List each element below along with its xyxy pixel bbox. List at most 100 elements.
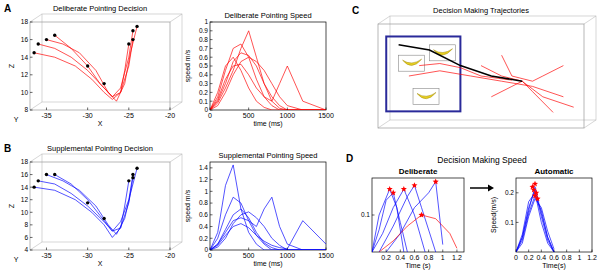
trace [516, 187, 554, 252]
depth-edge [30, 14, 42, 22]
y-tick-label: 0.1 [505, 219, 514, 226]
y-tick [210, 101, 213, 102]
x-tick-label: -35 [41, 112, 51, 119]
x-tick-label: -20 [165, 112, 175, 119]
trace [372, 189, 404, 252]
depth-edge [378, 120, 390, 128]
depth-frame [390, 16, 596, 120]
x-tick-label: 0.8 [424, 254, 434, 261]
y-label: speed m/s [184, 189, 192, 222]
plot-frame [210, 162, 326, 250]
x-tick [87, 108, 88, 111]
y-tick [210, 167, 213, 168]
y-tick [210, 214, 213, 215]
y-tick-label: 18 [21, 158, 29, 165]
trace [210, 44, 326, 110]
point [127, 42, 130, 45]
point [37, 42, 40, 45]
trace [379, 215, 457, 252]
x-tick-label: 500 [243, 252, 255, 259]
title: Supplemental Pointing Speed [219, 151, 318, 160]
x-tick [326, 248, 327, 251]
x-label: time (ms) [253, 120, 282, 128]
point [37, 179, 40, 182]
y-tick [210, 57, 213, 58]
point [532, 181, 538, 187]
x-tick [248, 108, 249, 111]
x-tick-label: 0.2 [381, 254, 391, 261]
plot-frame [30, 162, 170, 250]
depth-edge [170, 154, 182, 162]
trace [516, 199, 554, 252]
y-tick-label: 0.2 [199, 89, 208, 96]
point [135, 167, 138, 170]
y-tick [210, 74, 213, 75]
y-tick [210, 238, 213, 239]
depth-label: Y [14, 116, 19, 123]
y-tick-label: 0.1 [199, 98, 208, 105]
trace [372, 189, 425, 252]
depth-edge [30, 102, 42, 110]
data-group [516, 181, 554, 252]
y-tick [30, 110, 33, 111]
point [102, 217, 105, 220]
x-tick-label: -25 [124, 112, 134, 119]
data-group [210, 165, 326, 250]
x-tick-label: 1 [577, 254, 581, 261]
banana [403, 59, 422, 65]
x-tick-label: 0.6 [410, 254, 420, 261]
y-tick-label: 0.4 [199, 71, 208, 78]
x-tick-label: 1500 [318, 112, 334, 119]
y-tick [210, 83, 213, 84]
panel-letter: C [352, 5, 359, 16]
point [131, 29, 134, 32]
depth-edge [378, 16, 390, 24]
x-tick-label: -30 [83, 112, 93, 119]
data-group [399, 45, 574, 113]
y-tick [30, 162, 33, 163]
y-tick [516, 222, 519, 223]
panel: 00.20.40.60.811.20.10.2AutomaticTime(s)S… [490, 167, 597, 270]
y-tick-label: 16 [21, 171, 29, 178]
x-tick-label: 1.2 [452, 254, 462, 261]
depth-frame [42, 14, 182, 102]
y-tick [210, 250, 213, 251]
y-tick-label: 0.5 [199, 62, 208, 69]
y-tick [210, 226, 213, 227]
x-tick-label: 1500 [318, 252, 334, 259]
x-label: Time(s) [542, 262, 565, 270]
trace [386, 182, 443, 252]
point [387, 186, 393, 192]
y-tick [30, 22, 33, 23]
y-tick-label: 0.8 [199, 199, 208, 206]
y-tick-label: 0 [204, 106, 208, 113]
x-tick [170, 248, 171, 251]
y-label: Z [8, 63, 15, 68]
point [131, 173, 134, 176]
depth-edge [584, 120, 596, 128]
y-tick-label: 16 [21, 36, 29, 43]
point [45, 173, 48, 176]
x-tick [541, 250, 542, 253]
trace [210, 197, 326, 250]
depth-edge [30, 154, 42, 162]
point [433, 179, 439, 185]
banana-card [413, 88, 439, 104]
x-tick [210, 108, 211, 111]
x-tick-label: 1 [441, 254, 445, 261]
y-tick-label: 10 [21, 209, 29, 216]
y-tick [210, 110, 213, 111]
x-label: X [98, 260, 103, 267]
point [131, 38, 134, 41]
panel: 0.20.40.60.811.20.1DeliberateDecision Ma… [346, 153, 527, 270]
y-tick-label: 8 [24, 221, 28, 228]
trace [34, 44, 129, 99]
plot-frame [378, 24, 584, 128]
x-tick [287, 248, 288, 251]
point [411, 182, 417, 188]
panel-letter: A [4, 3, 11, 14]
title: Deliberate Pointing Decision [53, 4, 147, 13]
x-tick [516, 250, 517, 253]
x-tick-label: 0 [208, 112, 212, 119]
point [32, 51, 35, 54]
